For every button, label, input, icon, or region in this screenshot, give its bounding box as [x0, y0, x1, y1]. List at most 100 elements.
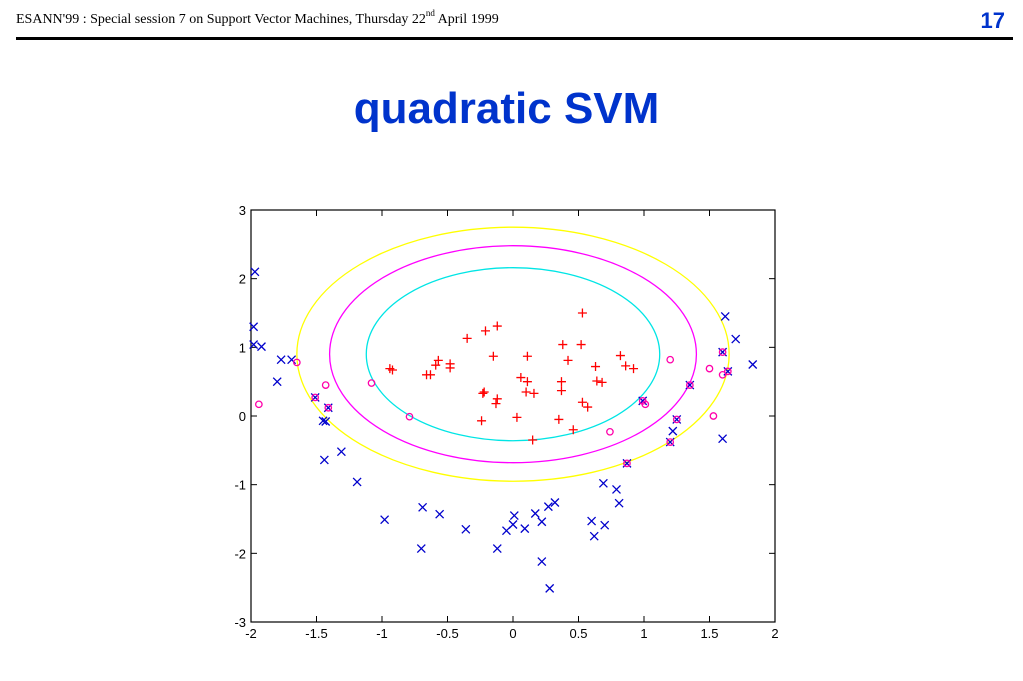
support-vector-point: [623, 459, 631, 468]
x-tick-label: 1.5: [700, 626, 718, 641]
x-point: [249, 322, 259, 332]
x-point: [718, 434, 728, 444]
x-point: [418, 502, 428, 512]
x-tick-label: -0.5: [436, 626, 458, 641]
support-vector-point: [709, 412, 718, 420]
x-point: [545, 583, 555, 593]
x-point: [276, 355, 286, 365]
header-text: ESANN'99 : Special session 7 on Support …: [16, 9, 499, 28]
support-vector-point: [638, 397, 647, 405]
x-point: [589, 531, 599, 541]
plus-point: [583, 402, 593, 412]
plus-point: [629, 364, 639, 374]
plus-point: [615, 351, 625, 361]
x-point: [508, 520, 518, 529]
plus-point: [491, 399, 501, 409]
x-point: [537, 517, 547, 527]
support-vector-point: [718, 348, 727, 356]
x-point: [257, 342, 266, 352]
x-point: [352, 477, 362, 487]
support-vector-point: [666, 355, 675, 364]
x-tick-label: 0.5: [569, 626, 587, 641]
header-text-superscript: nd: [425, 8, 435, 19]
plus-point: [479, 387, 489, 397]
plus-point: [462, 333, 472, 343]
x-point: [614, 498, 624, 508]
plus-point: [488, 351, 498, 361]
plus-point: [621, 361, 631, 371]
x-tick-label: -1: [376, 626, 388, 641]
x-point: [731, 334, 741, 344]
y-tick-label: 1: [239, 340, 246, 355]
x-point: [318, 416, 328, 426]
plus-point: [577, 308, 587, 318]
x-point: [249, 340, 259, 350]
x-point: [272, 377, 282, 387]
x-point: [435, 509, 445, 519]
x-tick-label: -1.5: [305, 626, 327, 641]
plus-point: [576, 340, 586, 350]
header-text-main: ESANN'99 : Special session 7 on Support …: [16, 12, 426, 27]
plus-point: [556, 377, 566, 387]
support-vector-point: [292, 358, 301, 367]
x-point: [250, 267, 260, 277]
x-point: [598, 478, 608, 488]
plus-point: [558, 340, 568, 350]
plot-frame: [250, 209, 776, 623]
plus-point: [563, 355, 573, 365]
x-point: [720, 311, 730, 321]
y-tick-label: 3: [239, 203, 246, 218]
plus-point: [516, 373, 526, 383]
plus-point: [480, 326, 490, 336]
x-point: [537, 557, 547, 567]
support-vector-point: [672, 415, 681, 424]
plus-point: [492, 321, 502, 331]
plus-point: [522, 351, 532, 361]
x-point: [461, 524, 471, 534]
x-point: [492, 544, 502, 553]
y-tick-label: -1: [234, 478, 246, 493]
x-point: [587, 516, 597, 526]
support-vector-point: [405, 412, 414, 421]
plus-point: [478, 388, 488, 398]
x-tick-label: 0: [509, 626, 516, 641]
support-vector-point: [723, 367, 732, 376]
x-point: [336, 447, 346, 457]
x-tick-label: 1: [640, 626, 647, 641]
plus-point: [577, 397, 587, 407]
support-vector-point: [685, 381, 694, 389]
plus-point: [528, 435, 538, 445]
y-tick-label: -3: [234, 615, 246, 630]
page-number: 17: [980, 8, 1005, 33]
plus-point: [592, 376, 602, 386]
x-point: [319, 455, 329, 465]
x-point: [600, 520, 610, 530]
header-divider: [16, 37, 1013, 40]
support-vector-point: [324, 403, 333, 412]
x-point: [550, 498, 560, 507]
plus-point: [387, 365, 397, 375]
support-vector-point: [367, 379, 376, 387]
x-point: [520, 524, 530, 534]
plus-point: [512, 412, 522, 422]
y-tick-label: -2: [234, 546, 246, 561]
x-point: [543, 502, 553, 512]
support-vector-point: [606, 427, 614, 436]
x-point: [748, 360, 758, 369]
contour-inner: [365, 267, 661, 442]
support-vector-point: [255, 400, 263, 409]
support-vector-point: [705, 364, 714, 373]
plus-point: [477, 416, 487, 426]
plus-point: [554, 414, 564, 424]
plus-point: [521, 387, 531, 397]
x-point: [530, 509, 540, 518]
plus-point: [445, 363, 455, 373]
y-tick-label: 0: [239, 409, 246, 424]
contour-middle: [328, 245, 698, 464]
plus-point: [556, 386, 566, 396]
x-tick-label: -2: [245, 626, 257, 641]
x-point: [612, 485, 621, 494]
support-vector-point: [666, 438, 675, 446]
support-vector-point: [321, 381, 330, 389]
